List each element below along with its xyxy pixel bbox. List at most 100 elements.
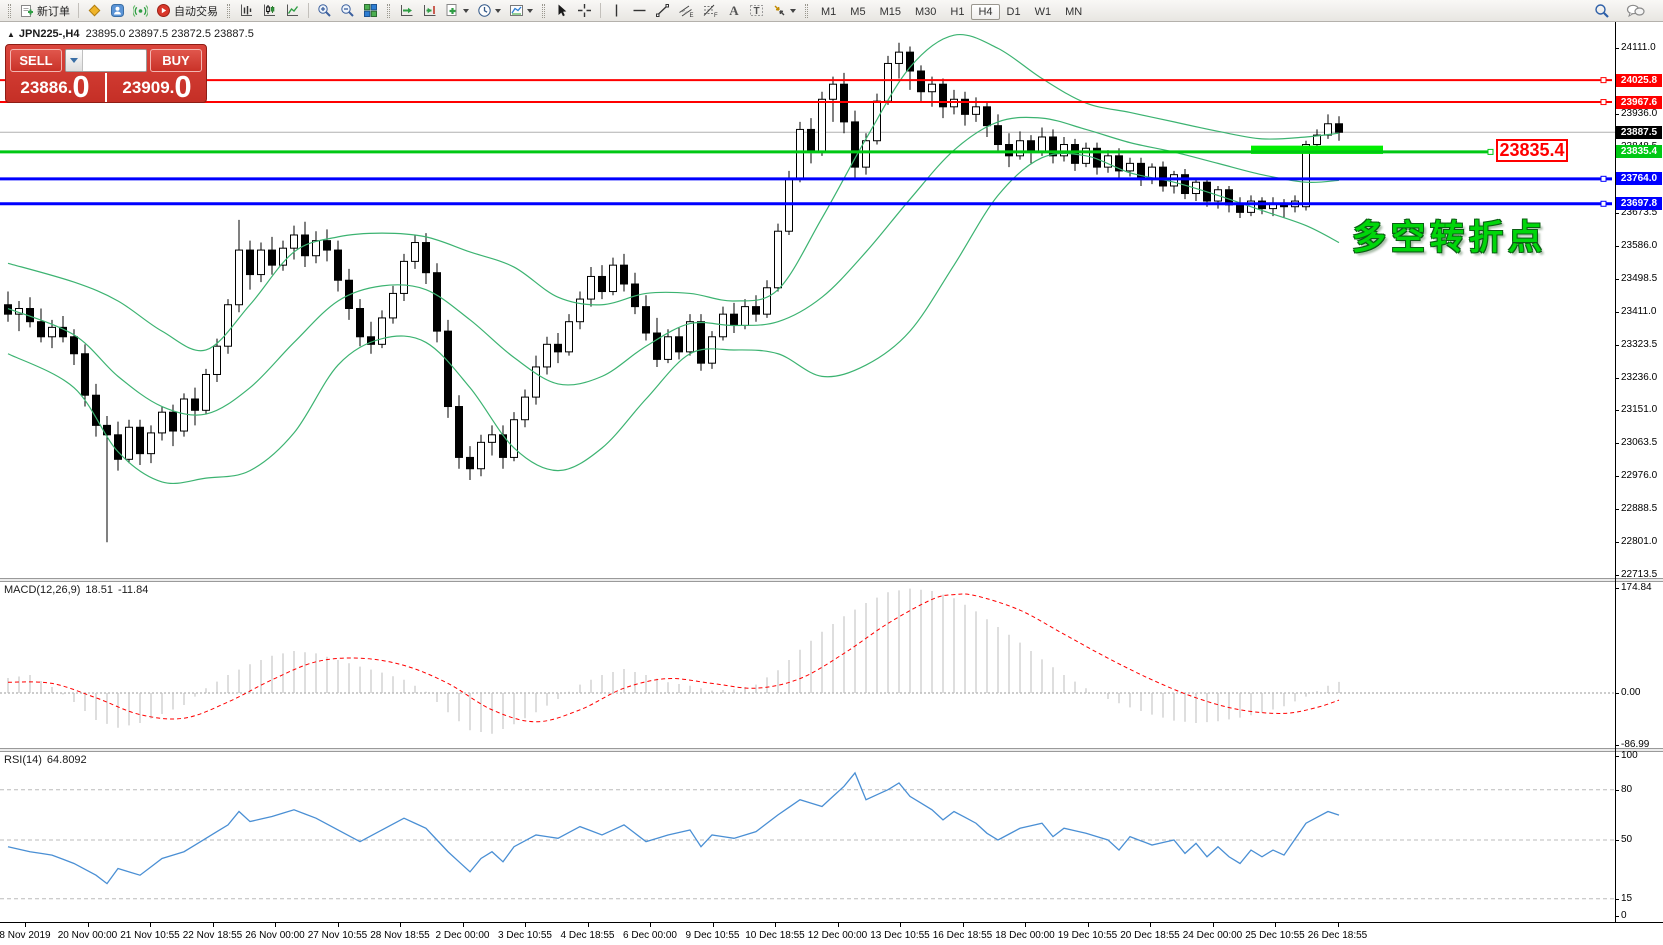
toolbar-grip[interactable] [8, 3, 11, 18]
chinese-annotation-label[interactable]: 多空转折点 [1352, 219, 1547, 257]
timeframe-button-M30[interactable]: M30 [914, 5, 937, 18]
trendline-button[interactable] [652, 2, 673, 20]
timeframe-button-W1[interactable]: W1 [1034, 5, 1052, 18]
chart-shift-button[interactable] [419, 2, 440, 20]
candle-body [477, 441, 485, 470]
time-axis-label: 12 Dec 00:00 [807, 930, 868, 941]
autotrading-button[interactable]: 自动交易 [153, 2, 221, 20]
chevron-down-icon [527, 8, 533, 13]
hline-anchor[interactable] [1487, 148, 1494, 155]
toolbar-grip[interactable] [387, 3, 390, 18]
timeframe-button-D1[interactable]: D1 [1006, 5, 1021, 18]
hline-anchor[interactable] [1600, 99, 1607, 106]
price-axis-tick: 23498.5 [1615, 273, 1663, 284]
timeframe-button-M1[interactable]: M1 [821, 5, 837, 18]
candle-body [1335, 123, 1343, 133]
candlestick-chart-button[interactable] [259, 2, 280, 20]
candle-body [114, 434, 122, 460]
toolbar-grip[interactable] [805, 3, 808, 18]
panel-splitter[interactable] [0, 748, 1663, 752]
buy-price-big-digit: 0 [174, 69, 192, 104]
volume-decrease-button[interactable] [66, 49, 83, 71]
toolbar-grip[interactable] [227, 3, 230, 18]
candle-body [488, 434, 496, 443]
sell-price[interactable]: 23886. 0 [6, 71, 104, 102]
time-axis-tick [275, 923, 276, 927]
candle-body [576, 298, 584, 323]
auto-scroll-button[interactable] [396, 2, 417, 20]
mql5-market-button[interactable] [84, 2, 105, 20]
toolbar-grip[interactable] [542, 3, 545, 18]
hline-price-label[interactable]: 23967.6 [1616, 95, 1662, 109]
price-callout-label[interactable]: 23835.4 [1496, 139, 1568, 162]
vertical-line-button[interactable] [606, 2, 627, 20]
highlight-rectangle[interactable] [1251, 145, 1383, 154]
rsi-value: 64.8092 [46, 754, 87, 766]
hline-price-label[interactable]: 23835.4 [1616, 145, 1662, 159]
text-button[interactable]: A [723, 2, 744, 20]
chevron-down-icon [495, 8, 501, 13]
hline-anchor[interactable] [1600, 77, 1607, 84]
crosshair-button[interactable] [574, 2, 595, 20]
horizontal-line-button[interactable] [629, 2, 650, 20]
hline-anchor[interactable] [1600, 200, 1607, 207]
candle-body [664, 336, 672, 360]
candle-body [323, 240, 331, 251]
zoom-out-button[interactable] [337, 2, 358, 20]
candle-body [1236, 204, 1244, 213]
time-axis-tick [337, 923, 339, 927]
timeframe-button-M15[interactable]: M15 [879, 5, 901, 18]
current-price-label[interactable]: 23887.5 [1616, 125, 1662, 139]
timeframe-button-H4[interactable]: H4 [971, 3, 1000, 20]
bar-chart-button[interactable] [236, 2, 257, 20]
arrows-button[interactable] [769, 2, 799, 20]
rsi-axis-tick: 100 [1615, 750, 1663, 761]
timeframe-button-M5[interactable]: M5 [850, 5, 866, 18]
zoom-in-button[interactable] [314, 2, 335, 20]
hline-price-label[interactable]: 23697.8 [1616, 197, 1662, 211]
price-axis[interactable]: 24111.023936.023848.523673.523586.023498… [1615, 0, 1663, 945]
time-axis-tick [1337, 923, 1339, 927]
symbol-expand-icon[interactable]: ▲ [7, 30, 15, 39]
candle-body [279, 247, 287, 266]
macd-histogram [7, 588, 1340, 734]
clock-icon [477, 3, 492, 18]
price-divider [105, 73, 107, 102]
search-button[interactable] [1591, 2, 1613, 20]
sell-button[interactable]: SELL [10, 48, 62, 72]
candle-body [554, 343, 562, 353]
time-axis-label: 22 Nov 18:55 [182, 930, 243, 941]
community-button[interactable] [107, 2, 128, 20]
equidistant-channel-button[interactable]: E [675, 2, 697, 20]
hline-price-label[interactable]: 23764.0 [1616, 172, 1662, 186]
hline-anchor[interactable] [1600, 175, 1607, 182]
candle-body [675, 336, 683, 353]
periods-button[interactable] [474, 2, 504, 20]
buy-button[interactable]: BUY [150, 48, 202, 72]
candle-body [862, 140, 870, 168]
candle-body [444, 330, 452, 408]
chat-button[interactable] [1623, 2, 1649, 20]
time-axis[interactable]: 8 Nov 2019 20 Nov 00:00 21 Nov 10:55 22 Nov… [0, 922, 1663, 945]
time-axis-label: 18 Dec 00:00 [995, 930, 1055, 941]
signals-button[interactable] [130, 2, 151, 20]
hline-price-label[interactable]: 24025.8 [1616, 73, 1662, 87]
bollinger-lower-band [7, 152, 1340, 485]
tile-windows-button[interactable] [360, 2, 381, 20]
line-chart-button[interactable] [282, 2, 303, 20]
volume-input[interactable] [83, 49, 146, 71]
cursor-button[interactable] [551, 2, 572, 20]
indicators-add-button[interactable] [442, 2, 472, 20]
vertical-line-icon [609, 3, 624, 18]
timeframe-button-H1[interactable]: H1 [950, 5, 965, 18]
buy-price[interactable]: 23909. 0 [108, 69, 206, 104]
new-order-button[interactable]: 新订单 [17, 2, 73, 20]
timeframe-button-MN[interactable]: MN [1065, 5, 1083, 18]
panel-splitter[interactable] [0, 578, 1663, 582]
candle-body [246, 249, 254, 276]
text-label-button[interactable]: T [746, 2, 767, 20]
fibonacci-button[interactable]: F [699, 2, 721, 20]
candle-body [543, 343, 551, 368]
templates-button[interactable] [506, 2, 536, 20]
candle-body [169, 411, 177, 432]
